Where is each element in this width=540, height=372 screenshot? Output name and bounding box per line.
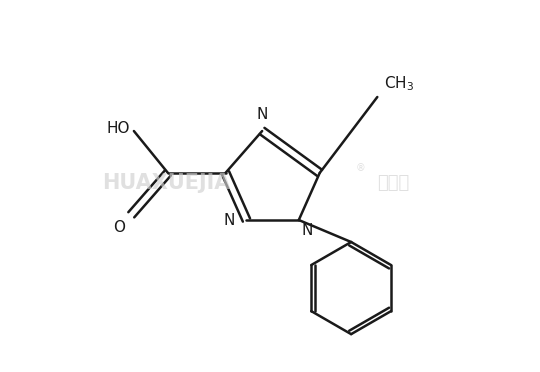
Text: O: O bbox=[113, 220, 125, 235]
Text: 化学加: 化学加 bbox=[377, 174, 409, 192]
Text: ®: ® bbox=[355, 163, 365, 173]
Text: CH$_3$: CH$_3$ bbox=[383, 74, 414, 93]
Text: HO: HO bbox=[106, 121, 130, 136]
Text: N: N bbox=[301, 223, 313, 238]
Text: HUAXUEJIA: HUAXUEJIA bbox=[103, 173, 231, 193]
Text: N: N bbox=[256, 107, 268, 122]
Text: N: N bbox=[224, 212, 235, 228]
